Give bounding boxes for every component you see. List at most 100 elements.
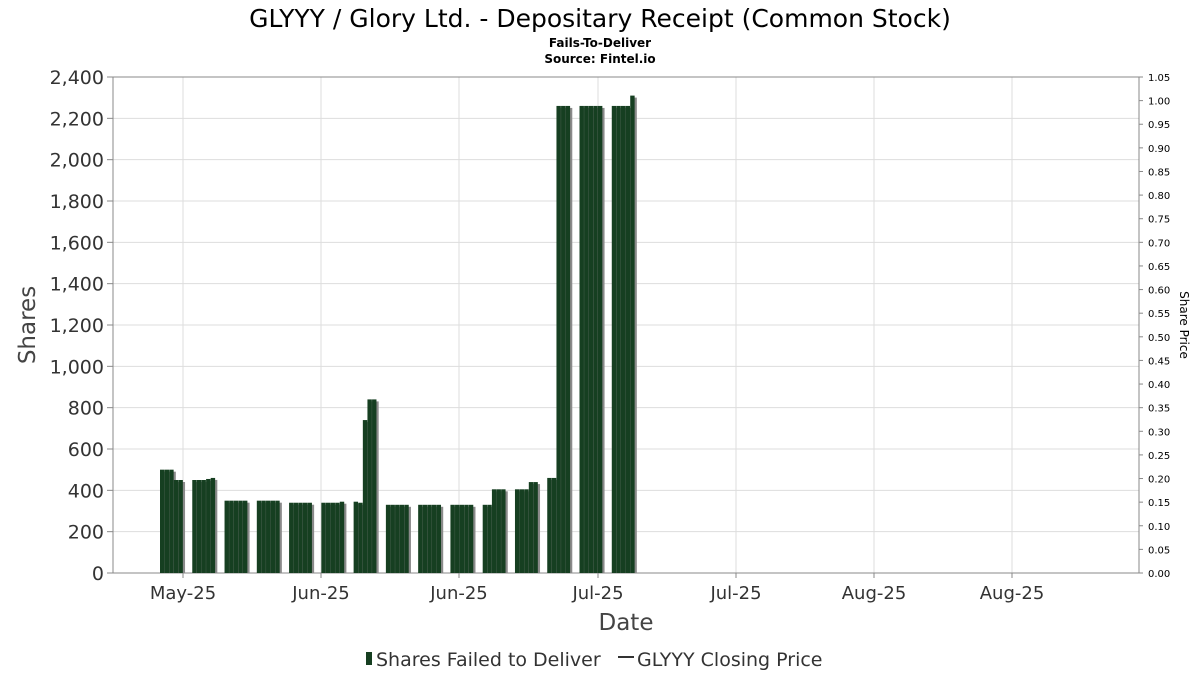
ftd-bar bbox=[584, 105, 589, 574]
chart-subtitle-line-1: Fails-To-Deliver bbox=[549, 36, 651, 50]
ftd-bar bbox=[501, 489, 506, 573]
ftd-bar bbox=[399, 504, 405, 573]
y2-tick-label: 0.60 bbox=[1148, 286, 1170, 297]
ftd-bar bbox=[353, 501, 359, 573]
ftd-bar bbox=[293, 502, 299, 573]
ftd-bar bbox=[524, 489, 529, 573]
y-tick-label: 600 bbox=[68, 439, 104, 461]
x-axis-label: Date bbox=[599, 610, 654, 636]
bars bbox=[160, 95, 637, 574]
y2-tick-label: 0.00 bbox=[1148, 569, 1170, 580]
ftd-bar bbox=[491, 489, 497, 573]
x-tick-label: Jun-25 bbox=[429, 583, 488, 604]
ftd-bar bbox=[256, 500, 262, 573]
ftd-bar bbox=[164, 469, 170, 573]
ftd-bar bbox=[395, 504, 400, 573]
ftd-bar bbox=[455, 504, 460, 573]
ftd-bar bbox=[625, 105, 631, 574]
y2-tick-label: 0.95 bbox=[1148, 120, 1170, 131]
ftd-bar bbox=[436, 504, 442, 573]
ftd-bar bbox=[528, 482, 534, 573]
y2-axis-label: Share Price bbox=[1177, 291, 1191, 359]
y-tick-label: 0 bbox=[92, 563, 104, 585]
ftd-bar bbox=[372, 399, 377, 573]
y-axis-label: Shares bbox=[15, 286, 41, 364]
ftd-bar bbox=[390, 504, 395, 573]
ftd-bar bbox=[210, 477, 216, 573]
ftd-bar bbox=[192, 480, 197, 573]
ftd-bar bbox=[616, 105, 621, 574]
ftd-bar bbox=[224, 500, 229, 573]
ftd-bar bbox=[238, 500, 243, 573]
y-tick-label: 800 bbox=[68, 398, 104, 420]
ftd-bar bbox=[289, 502, 294, 573]
y2-tick-label: 0.80 bbox=[1148, 191, 1170, 202]
y-tick-label: 2,400 bbox=[50, 67, 104, 89]
y-tick-label: 400 bbox=[68, 480, 104, 502]
ftd-bar bbox=[261, 500, 266, 573]
y2-axis-ticks: 0.00 0.05 0.10 0.15 0.20 0.25 0.30 0.35 0.40 0.45… bbox=[1139, 73, 1170, 580]
ftd-bar bbox=[196, 480, 202, 573]
y-tick-label: 1,200 bbox=[50, 315, 104, 337]
ftd-bar bbox=[321, 502, 326, 573]
y2-tick-label: 0.90 bbox=[1148, 144, 1170, 155]
ftd-bar bbox=[242, 500, 248, 573]
y-tick-label: 1,400 bbox=[50, 274, 104, 296]
x-tick-label: May-25 bbox=[150, 583, 216, 604]
ftd-bar bbox=[468, 504, 474, 573]
ftd-bar bbox=[302, 502, 308, 573]
x-tick-label: Jul-25 bbox=[571, 583, 623, 604]
y2-tick-label: 0.85 bbox=[1148, 167, 1170, 178]
ftd-bar bbox=[422, 504, 428, 573]
ftd-bar bbox=[611, 105, 617, 574]
ftd-bar bbox=[358, 502, 363, 573]
legend: Shares Failed to Deliver GLYYY Closing P… bbox=[366, 649, 822, 671]
y-axis-ticks: 0 200 400 600 800 1,000 1,200 1,400 1,600 1,800 2,… bbox=[50, 67, 113, 585]
y2-tick-label: 0.05 bbox=[1148, 545, 1170, 556]
ftd-bar bbox=[588, 105, 594, 574]
ftd-bar bbox=[298, 502, 303, 573]
ftd-bar bbox=[482, 504, 488, 573]
y2-tick-label: 0.15 bbox=[1148, 498, 1170, 509]
ftd-bar bbox=[459, 504, 465, 573]
x-tick-label: Aug-25 bbox=[842, 583, 907, 604]
y2-tick-label: 1.05 bbox=[1148, 73, 1170, 84]
ftd-bar bbox=[547, 477, 552, 573]
y2-tick-label: 0.30 bbox=[1148, 427, 1170, 438]
y2-tick-label: 0.50 bbox=[1148, 333, 1170, 344]
ftd-bar bbox=[593, 105, 598, 574]
x-tick-label: Aug-25 bbox=[980, 583, 1045, 604]
ftd-bar bbox=[427, 504, 432, 573]
ftd-bar bbox=[275, 500, 280, 573]
ftd-bar bbox=[514, 489, 520, 573]
ftd-bar bbox=[206, 478, 211, 573]
y2-tick-label: 0.65 bbox=[1148, 262, 1170, 273]
ftd-bar bbox=[464, 504, 469, 573]
y2-tick-label: 0.35 bbox=[1148, 404, 1170, 415]
ftd-bar bbox=[325, 502, 331, 573]
ftd-bar bbox=[450, 504, 455, 573]
y-tick-label: 1,600 bbox=[50, 232, 104, 254]
ftd-bar bbox=[630, 95, 635, 573]
ftd-bar bbox=[385, 504, 391, 573]
ftd-bar bbox=[307, 502, 312, 573]
ftd-bar bbox=[367, 399, 372, 573]
y-tick-label: 2,200 bbox=[50, 108, 104, 130]
ftd-bar bbox=[169, 469, 174, 573]
ftd-bar bbox=[330, 502, 335, 573]
ftd-bar bbox=[519, 489, 524, 573]
y2-tick-label: 0.55 bbox=[1148, 309, 1170, 320]
ftd-bar bbox=[551, 477, 557, 573]
ftd-bar bbox=[335, 502, 340, 573]
y-tick-label: 1,800 bbox=[50, 191, 104, 213]
ftd-bar bbox=[597, 105, 603, 574]
y2-tick-label: 0.45 bbox=[1148, 356, 1170, 367]
ftd-bar bbox=[270, 500, 276, 573]
chart-title: GLYYY / Glory Ltd. - Depositary Receipt … bbox=[249, 4, 951, 33]
ftd-bar bbox=[579, 105, 584, 574]
ftd-bar bbox=[160, 469, 165, 573]
legend-label-price: GLYYY Closing Price bbox=[637, 649, 822, 671]
ftd-bar bbox=[178, 480, 183, 573]
ftd-bar bbox=[487, 504, 492, 573]
